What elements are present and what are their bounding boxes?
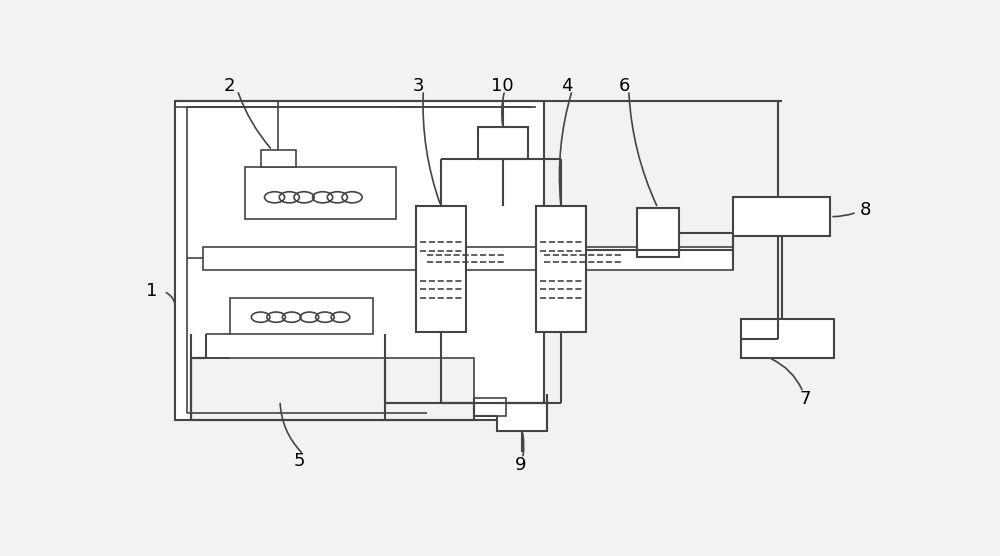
FancyBboxPatch shape <box>637 208 679 257</box>
FancyBboxPatch shape <box>474 398 506 416</box>
Text: 10: 10 <box>491 77 514 95</box>
Text: 2: 2 <box>224 77 235 95</box>
Text: 4: 4 <box>561 77 572 95</box>
Text: 8: 8 <box>859 201 871 219</box>
FancyBboxPatch shape <box>478 127 528 159</box>
Text: 6: 6 <box>619 77 631 95</box>
FancyBboxPatch shape <box>202 246 733 270</box>
FancyBboxPatch shape <box>536 206 586 332</box>
Text: 5: 5 <box>294 451 305 470</box>
FancyBboxPatch shape <box>416 206 466 332</box>
FancyBboxPatch shape <box>245 167 396 219</box>
FancyBboxPatch shape <box>230 298 373 334</box>
Text: 9: 9 <box>514 456 526 474</box>
FancyBboxPatch shape <box>261 150 296 167</box>
FancyBboxPatch shape <box>191 358 474 420</box>
Text: 3: 3 <box>412 77 424 95</box>
FancyBboxPatch shape <box>741 319 834 358</box>
Text: 1: 1 <box>146 282 158 300</box>
FancyBboxPatch shape <box>733 197 830 236</box>
Text: 7: 7 <box>800 390 811 408</box>
FancyBboxPatch shape <box>497 403 547 430</box>
FancyBboxPatch shape <box>175 101 544 420</box>
